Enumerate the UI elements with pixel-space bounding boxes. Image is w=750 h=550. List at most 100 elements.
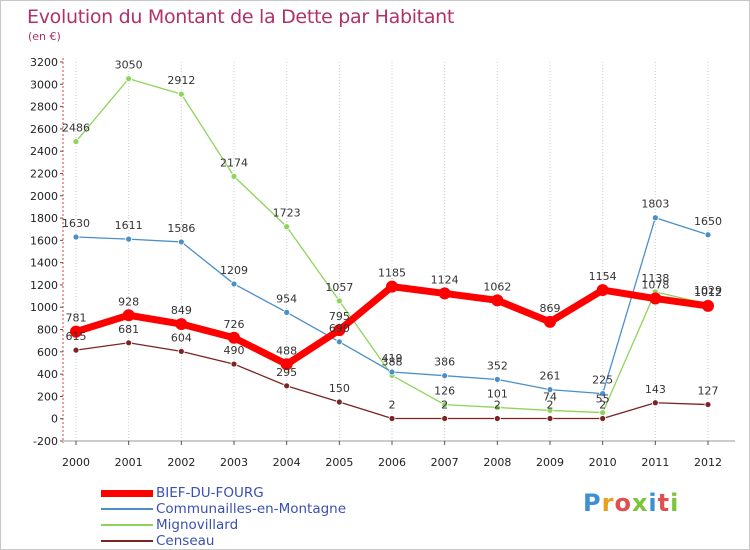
data-point [230, 172, 238, 180]
data-point [546, 386, 554, 394]
data-point [177, 238, 185, 246]
data-label: 126 [434, 385, 455, 398]
data-label: 352 [487, 359, 508, 372]
data-label: 781 [66, 312, 87, 325]
legend-swatch [101, 508, 153, 510]
y-tick-label: 800 [37, 324, 58, 337]
data-point [72, 233, 80, 241]
data-label: 1630 [62, 217, 90, 230]
data-point [493, 376, 501, 383]
data-point [649, 292, 662, 305]
data-label: 2 [441, 398, 448, 411]
axes: -200 0 200 400 600 800 1000 1200 1400 1600 1800 200… [30, 56, 735, 469]
legend-swatch [101, 524, 153, 526]
data-label: 1723 [273, 207, 301, 220]
data-point [175, 318, 188, 331]
data-label: 2 [599, 398, 606, 411]
data-label: 74 [543, 390, 557, 403]
data-point [651, 399, 659, 407]
data-point [704, 231, 712, 239]
chart-title: Evolution du Montant de la Dette par Hab… [27, 6, 455, 28]
data-label: 295 [276, 366, 297, 379]
data-point [599, 390, 607, 398]
proxiti-logo: Proxiti [583, 489, 679, 517]
data-point [493, 415, 501, 422]
data-label: 2 [547, 398, 554, 411]
data-point [283, 308, 291, 316]
x-tick-label: 2007 [431, 456, 459, 469]
x-tick-label: 2009 [536, 456, 564, 469]
data-label: 1124 [431, 273, 459, 286]
data-point [599, 409, 607, 416]
x-tick-label: 2000 [62, 456, 90, 469]
data-label: 1185 [378, 267, 406, 280]
y-tick-label: 2000 [30, 190, 58, 203]
data-label: 225 [592, 374, 613, 387]
data-point [72, 346, 80, 354]
logo-letter: t [657, 489, 671, 517]
data-label: 2 [494, 398, 501, 411]
data-label: 2486 [62, 122, 90, 135]
data-point [388, 415, 396, 422]
data-point [438, 287, 451, 300]
data-label: 1154 [589, 270, 617, 283]
data-label: 419 [382, 352, 403, 365]
data-point [702, 299, 714, 312]
x-tick-label: 2008 [483, 456, 511, 469]
grid [75, 62, 709, 441]
series [70, 75, 714, 422]
data-point [491, 294, 504, 307]
data-point [283, 223, 291, 231]
data-label: 1209 [220, 264, 248, 277]
x-tick-label: 2002 [167, 456, 195, 469]
logo-letter: o [614, 489, 632, 517]
legend-label: Mignovillard [156, 517, 239, 533]
y-tick-label: 1800 [30, 212, 58, 225]
data-label: 726 [224, 318, 245, 331]
data-label: 795 [329, 310, 350, 323]
data-label: 1029 [694, 284, 722, 297]
data-point [177, 347, 185, 355]
data-label: 488 [276, 344, 297, 357]
data-label: 1586 [167, 222, 195, 235]
logo-letter: P [583, 489, 602, 517]
data-label: 1611 [115, 219, 143, 232]
data-point [386, 280, 398, 293]
x-tick-label: 2011 [641, 456, 669, 469]
data-labels: 781 928 849 726 488 795 1185 1124 1062 869 1154 107… [62, 59, 722, 412]
logo-letter: i [670, 489, 680, 517]
data-point [230, 360, 238, 368]
data-point [441, 415, 449, 422]
data-label: 1012 [694, 286, 722, 299]
data-label: 1803 [641, 198, 669, 211]
legend-label: BIEF-DU-FOURG [156, 485, 264, 501]
data-point [333, 324, 346, 337]
logo-letter: r [601, 489, 615, 517]
data-point [280, 358, 293, 371]
y-tick-label: 2800 [30, 101, 58, 114]
x-tick-label: 2001 [115, 456, 143, 469]
y-tick-label: 1400 [30, 257, 58, 270]
data-label: 261 [540, 370, 561, 383]
y-tick-label: 1000 [30, 301, 58, 314]
x-tick-label: 2006 [378, 456, 406, 469]
data-point [493, 404, 501, 411]
data-label: 101 [487, 387, 508, 400]
data-point [125, 75, 133, 83]
y-tick-label: 200 [37, 390, 58, 403]
data-point [72, 138, 80, 145]
legend-label: Communailles-en-Montagne [156, 501, 347, 517]
data-label: 55 [596, 393, 610, 406]
x-tick-label: 2003 [220, 456, 248, 469]
x-tick-label: 2012 [694, 456, 722, 469]
y-tick-label: 2400 [30, 145, 58, 158]
data-label: 1650 [694, 215, 722, 228]
data-point [125, 339, 133, 347]
data-label: 388 [382, 355, 403, 368]
data-label: 2 [389, 398, 396, 411]
data-label: 1062 [483, 280, 511, 293]
y-tick-label: 0 [51, 413, 58, 426]
y-tick-label: 3200 [30, 56, 58, 69]
